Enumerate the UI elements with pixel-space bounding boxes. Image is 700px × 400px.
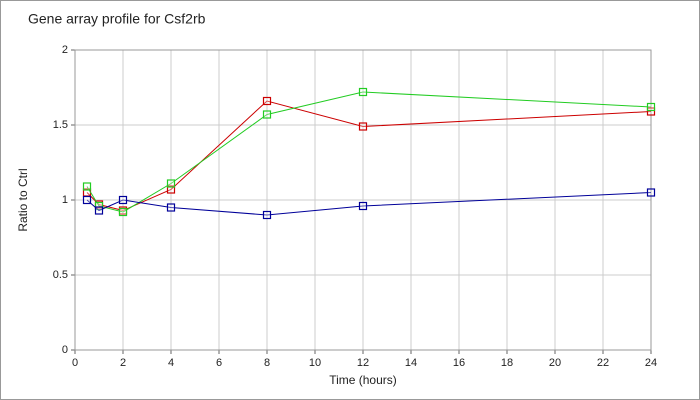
x-tick-label: 20 bbox=[549, 357, 561, 369]
x-axis-label: Time (hours) bbox=[329, 373, 397, 387]
y-tick-label: 1.5 bbox=[53, 119, 68, 131]
y-tick-label: 0 bbox=[62, 344, 68, 356]
x-tick-label: 0 bbox=[72, 357, 78, 369]
y-tick-label: 1 bbox=[62, 194, 68, 206]
data-point bbox=[262, 110, 272, 119]
x-tick-label: 6 bbox=[216, 357, 222, 369]
y-tick-label: 0.5 bbox=[53, 269, 68, 281]
data-point bbox=[118, 195, 128, 205]
data-point bbox=[82, 182, 92, 191]
series-line bbox=[86, 100, 652, 212]
data-point bbox=[646, 102, 656, 112]
data-point bbox=[358, 122, 368, 131]
x-tick-label: 24 bbox=[645, 357, 657, 369]
x-tick-label: 18 bbox=[501, 357, 513, 369]
data-point bbox=[262, 96, 272, 106]
data-point bbox=[118, 207, 128, 217]
data-point bbox=[166, 185, 176, 194]
series-line bbox=[86, 192, 652, 216]
data-point bbox=[646, 188, 656, 197]
data-point bbox=[262, 210, 272, 220]
x-tick-label: 8 bbox=[264, 357, 270, 369]
data-point bbox=[166, 179, 176, 188]
y-axis-label: Ratio to Ctrl bbox=[16, 168, 30, 231]
data-point bbox=[358, 87, 368, 97]
x-tick-label: 10 bbox=[309, 357, 321, 369]
chart-title: Gene array profile for Csf2rb bbox=[28, 11, 206, 27]
x-tick-label: 12 bbox=[357, 357, 369, 369]
y-tick-label: 2 bbox=[62, 44, 68, 56]
x-tick-label: 22 bbox=[597, 357, 609, 369]
series-line bbox=[86, 91, 652, 213]
plot-border bbox=[74, 49, 652, 351]
x-tick-label: 4 bbox=[168, 357, 174, 369]
data-point bbox=[166, 203, 176, 212]
data-point bbox=[646, 107, 656, 116]
data-point bbox=[94, 206, 104, 215]
x-tick-label: 16 bbox=[453, 357, 465, 369]
data-point bbox=[94, 201, 104, 211]
data-point bbox=[358, 201, 368, 211]
x-tick-label: 14 bbox=[405, 357, 417, 369]
x-tick-label: 2 bbox=[120, 357, 126, 369]
data-point bbox=[82, 195, 92, 205]
